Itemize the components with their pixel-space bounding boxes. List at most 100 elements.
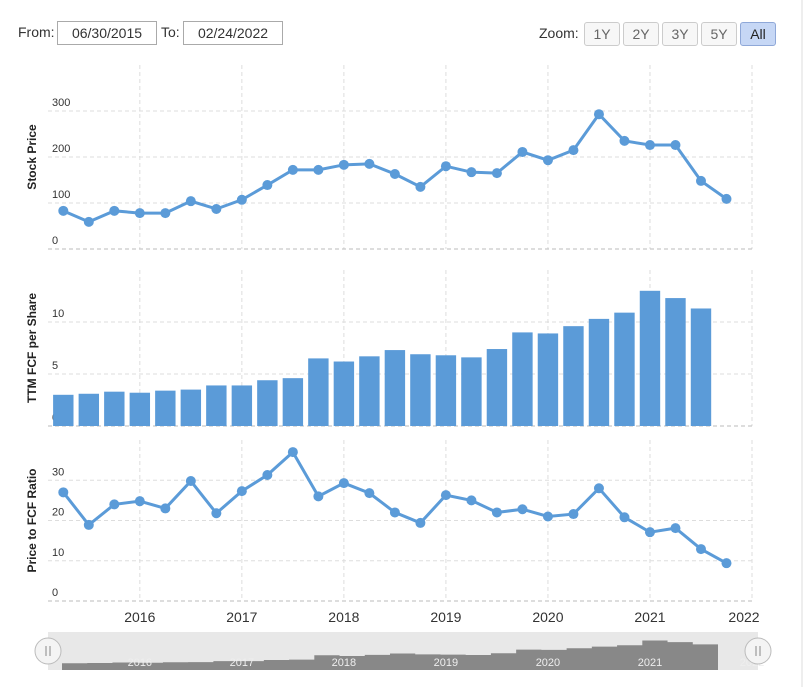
from-label: From:	[18, 24, 55, 40]
bar	[155, 390, 176, 426]
y-axis-label: TTM FCF per Share	[25, 293, 39, 403]
bar	[639, 290, 661, 426]
point	[721, 193, 732, 204]
bar	[231, 385, 253, 426]
point	[670, 523, 681, 534]
point	[619, 512, 630, 523]
zoom-button[interactable]: 2Y	[623, 22, 659, 46]
navigator-label: 2020	[536, 657, 560, 669]
point	[109, 205, 120, 216]
to-input[interactable]: 02/24/2022	[183, 21, 283, 45]
point	[58, 487, 69, 498]
point	[160, 208, 171, 219]
y-tick-label: 10	[52, 547, 64, 559]
point	[517, 504, 528, 515]
point	[364, 488, 375, 499]
line	[62, 111, 728, 224]
point	[211, 203, 222, 214]
y-tick-label: 5	[52, 360, 58, 372]
point	[287, 164, 298, 175]
navigator-label: 2021	[638, 657, 662, 669]
point	[593, 483, 604, 494]
y-tick-label: 20	[52, 507, 64, 519]
bar	[359, 356, 380, 426]
point	[313, 164, 324, 175]
point	[338, 159, 349, 170]
zoom-button[interactable]: All	[740, 22, 776, 46]
point	[415, 517, 426, 528]
point	[542, 155, 553, 166]
from-input[interactable]: 06/30/2015	[57, 21, 157, 45]
point	[491, 168, 502, 179]
bar	[410, 354, 431, 426]
bar	[512, 332, 533, 426]
point	[644, 140, 655, 151]
x-tick-label: 2017	[226, 609, 257, 625]
point	[83, 519, 94, 530]
bar	[104, 391, 125, 426]
x-tick-label: 2019	[430, 609, 461, 625]
bar	[435, 355, 457, 426]
point	[134, 496, 145, 507]
point	[568, 509, 579, 520]
point	[415, 181, 426, 192]
point	[542, 511, 553, 522]
navigator-handle[interactable]	[744, 637, 772, 665]
bar	[690, 308, 712, 426]
y-tick-label: 100	[52, 189, 70, 201]
bar	[461, 357, 482, 426]
zoom-button[interactable]: 5Y	[701, 22, 737, 46]
point	[185, 196, 196, 207]
y-tick-label: 10	[52, 308, 64, 320]
bar	[206, 385, 227, 426]
bar	[665, 298, 686, 426]
point	[364, 158, 375, 169]
point	[593, 109, 604, 120]
point	[619, 135, 630, 146]
to-label: To:	[161, 24, 180, 40]
point	[211, 508, 222, 519]
zoom-button[interactable]: 1Y	[584, 22, 620, 46]
zoom-label: Zoom:	[539, 25, 579, 41]
x-tick-label: 2016	[124, 609, 155, 625]
bar	[78, 393, 100, 426]
navigator-series	[62, 640, 718, 670]
bar	[282, 378, 304, 426]
point	[389, 507, 400, 518]
bar	[588, 318, 610, 426]
bar	[53, 394, 74, 426]
bar	[486, 349, 508, 426]
point	[670, 140, 681, 151]
y-tick-label: 0	[52, 587, 58, 599]
point	[185, 476, 196, 487]
navigator-label: 2016	[128, 657, 152, 669]
navigator-label: 2019	[434, 657, 458, 669]
bar	[614, 312, 635, 426]
point	[109, 499, 120, 510]
point	[466, 167, 477, 178]
point	[236, 486, 247, 497]
bar	[308, 358, 329, 426]
point	[58, 205, 69, 216]
point	[517, 146, 528, 157]
bar	[333, 361, 355, 426]
point	[568, 145, 579, 156]
point	[338, 478, 349, 489]
navigator-handle[interactable]	[34, 637, 62, 665]
point	[313, 491, 324, 502]
zoom-button[interactable]: 3Y	[662, 22, 698, 46]
point	[160, 503, 171, 514]
navigator-label: 2018	[332, 657, 356, 669]
point	[491, 507, 502, 518]
bar	[129, 392, 151, 426]
navigator-label: 2017	[230, 657, 254, 669]
point	[695, 175, 706, 186]
x-tick-label: 2022	[728, 609, 759, 625]
point	[236, 194, 247, 205]
x-tick-label: 2021	[634, 609, 665, 625]
y-tick-label: 30	[52, 466, 64, 478]
y-tick-label: 0	[52, 235, 58, 247]
bar	[180, 389, 202, 426]
